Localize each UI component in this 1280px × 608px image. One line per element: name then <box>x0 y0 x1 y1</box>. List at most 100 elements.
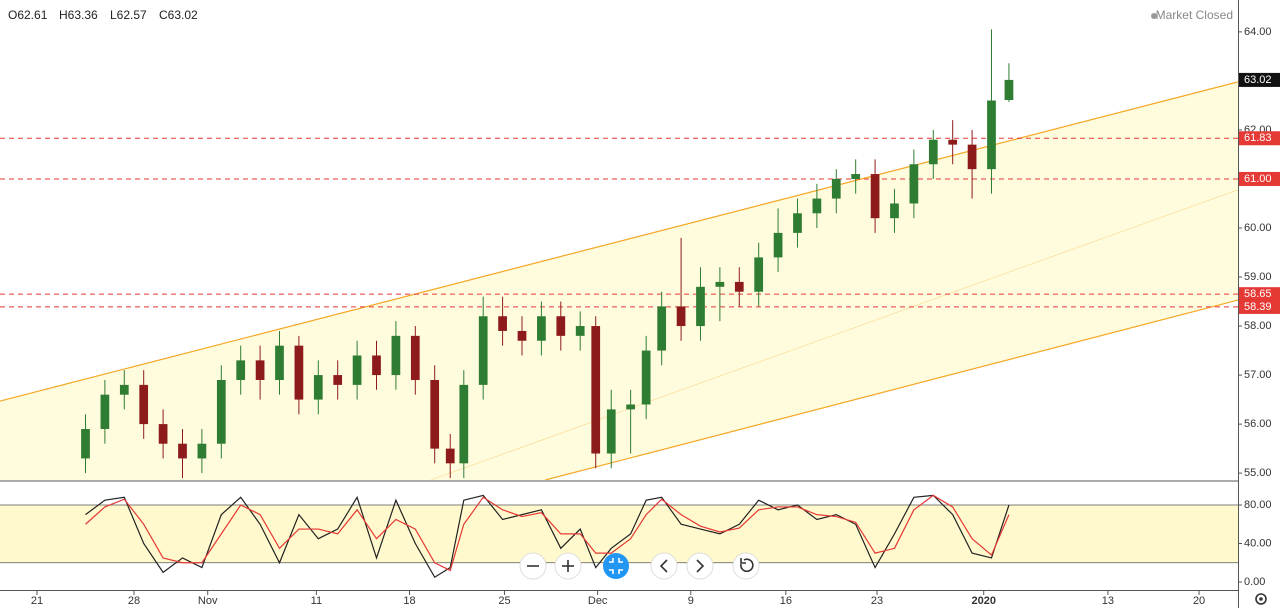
candle-body <box>812 198 822 214</box>
market-status: Market Closed <box>1156 8 1233 22</box>
channel-line <box>545 299 1238 480</box>
level-tag <box>1239 171 1280 186</box>
x-tick-label: 9 <box>688 595 694 607</box>
ohlc-low: L62.57 <box>110 8 147 22</box>
candle-body <box>372 355 381 376</box>
candle-body <box>517 330 527 341</box>
y-tick-label: 55.00 <box>1244 467 1272 479</box>
candle-body <box>236 360 246 380</box>
candle-body <box>890 203 899 219</box>
x-tick-label: 16 <box>780 595 792 607</box>
candle-body <box>606 409 616 454</box>
candle-body <box>715 281 725 287</box>
candle-body <box>754 257 764 292</box>
last-price-label: 63.02 <box>1244 74 1272 86</box>
candle-body <box>734 281 744 292</box>
candle-body <box>948 139 958 145</box>
candle-body <box>537 316 546 341</box>
candle-body <box>430 379 440 449</box>
level-label: 61.00 <box>1244 173 1272 185</box>
reset-scale-button[interactable] <box>603 553 629 579</box>
candle-body <box>793 213 802 233</box>
candle-body <box>275 345 284 380</box>
level-tag <box>1239 287 1280 302</box>
x-tick-label: 25 <box>498 595 510 607</box>
candle-body <box>851 174 861 179</box>
settings-button[interactable] <box>1255 593 1267 605</box>
candle-body <box>178 443 187 459</box>
last-price-tag <box>1239 72 1280 87</box>
candle-body <box>352 355 362 385</box>
y-tick-label: 57.00 <box>1244 369 1272 381</box>
y-tick-label: 59.00 <box>1244 271 1272 283</box>
candle-body <box>641 350 651 405</box>
indicator-pane <box>0 494 1238 579</box>
y-tick-label: 64.00 <box>1244 26 1272 38</box>
candle-body <box>831 178 841 199</box>
candle-body <box>870 174 880 219</box>
x-tick-label: 21 <box>31 595 43 607</box>
candle-body <box>657 306 667 351</box>
level-tag <box>1239 299 1280 314</box>
level-label: 61.83 <box>1244 132 1272 144</box>
scroll-right-button[interactable] <box>686 552 714 580</box>
axes: 55.0056.0057.0058.0059.0060.0061.0062.00… <box>31 26 1280 607</box>
candle-body <box>294 345 304 400</box>
indicator-line <box>85 494 1010 579</box>
x-tick-label: 18 <box>403 595 415 607</box>
candle-body <box>575 326 585 336</box>
candle-body <box>459 384 469 464</box>
candle-body <box>197 443 207 459</box>
channel-line <box>0 81 1238 402</box>
indicator-band <box>0 505 1238 563</box>
candle-body <box>255 360 265 380</box>
candle-body <box>445 448 455 464</box>
channel-line <box>430 189 1238 480</box>
candle-body <box>696 286 705 327</box>
price-pane <box>0 29 1238 480</box>
x-tick-label: Dec <box>588 595 608 607</box>
indicator-line <box>85 494 1010 572</box>
zoom-in-button[interactable] <box>554 552 582 580</box>
candle-body <box>216 379 226 444</box>
channel-fill <box>0 81 1238 480</box>
candle-body <box>333 375 343 385</box>
candle-body <box>626 404 636 410</box>
candle-body <box>81 429 90 459</box>
refresh-button[interactable] <box>732 552 760 580</box>
x-tick-label: Nov <box>198 595 218 607</box>
candle-body <box>909 164 919 204</box>
candle-body <box>987 100 996 170</box>
y-tick-label: 40.00 <box>1244 537 1272 549</box>
candle-body <box>676 306 686 327</box>
y-tick-label: 80.00 <box>1244 499 1272 511</box>
zoom-out-button[interactable] <box>519 552 547 580</box>
y-tick-label: 56.00 <box>1244 418 1272 430</box>
candle-body <box>391 335 401 376</box>
x-tick-label: 23 <box>871 595 883 607</box>
x-tick-label: 2020 <box>971 595 995 607</box>
candle-body <box>967 144 977 170</box>
level-label: 58.39 <box>1244 301 1272 313</box>
candle-body <box>100 394 110 430</box>
candle-body <box>498 316 507 331</box>
candle-body <box>556 316 566 336</box>
ohlc-close: C63.02 <box>159 8 198 22</box>
y-tick-label: 60.00 <box>1244 222 1272 234</box>
level-tag <box>1239 131 1280 146</box>
candle-body <box>119 384 129 395</box>
candle-body <box>158 424 168 444</box>
candle-body <box>773 232 783 258</box>
scroll-left-button[interactable] <box>650 552 678 580</box>
ohlc-high: H63.36 <box>59 8 98 22</box>
x-tick-label: 13 <box>1102 595 1114 607</box>
x-tick-label: 11 <box>311 595 322 607</box>
candle-body <box>1004 79 1014 101</box>
candle-body <box>478 316 488 385</box>
status-dot <box>1151 13 1157 19</box>
y-tick-label: 0.00 <box>1244 576 1265 588</box>
candle-body <box>410 335 420 380</box>
candle-body <box>139 384 149 425</box>
candle-body <box>313 375 323 400</box>
